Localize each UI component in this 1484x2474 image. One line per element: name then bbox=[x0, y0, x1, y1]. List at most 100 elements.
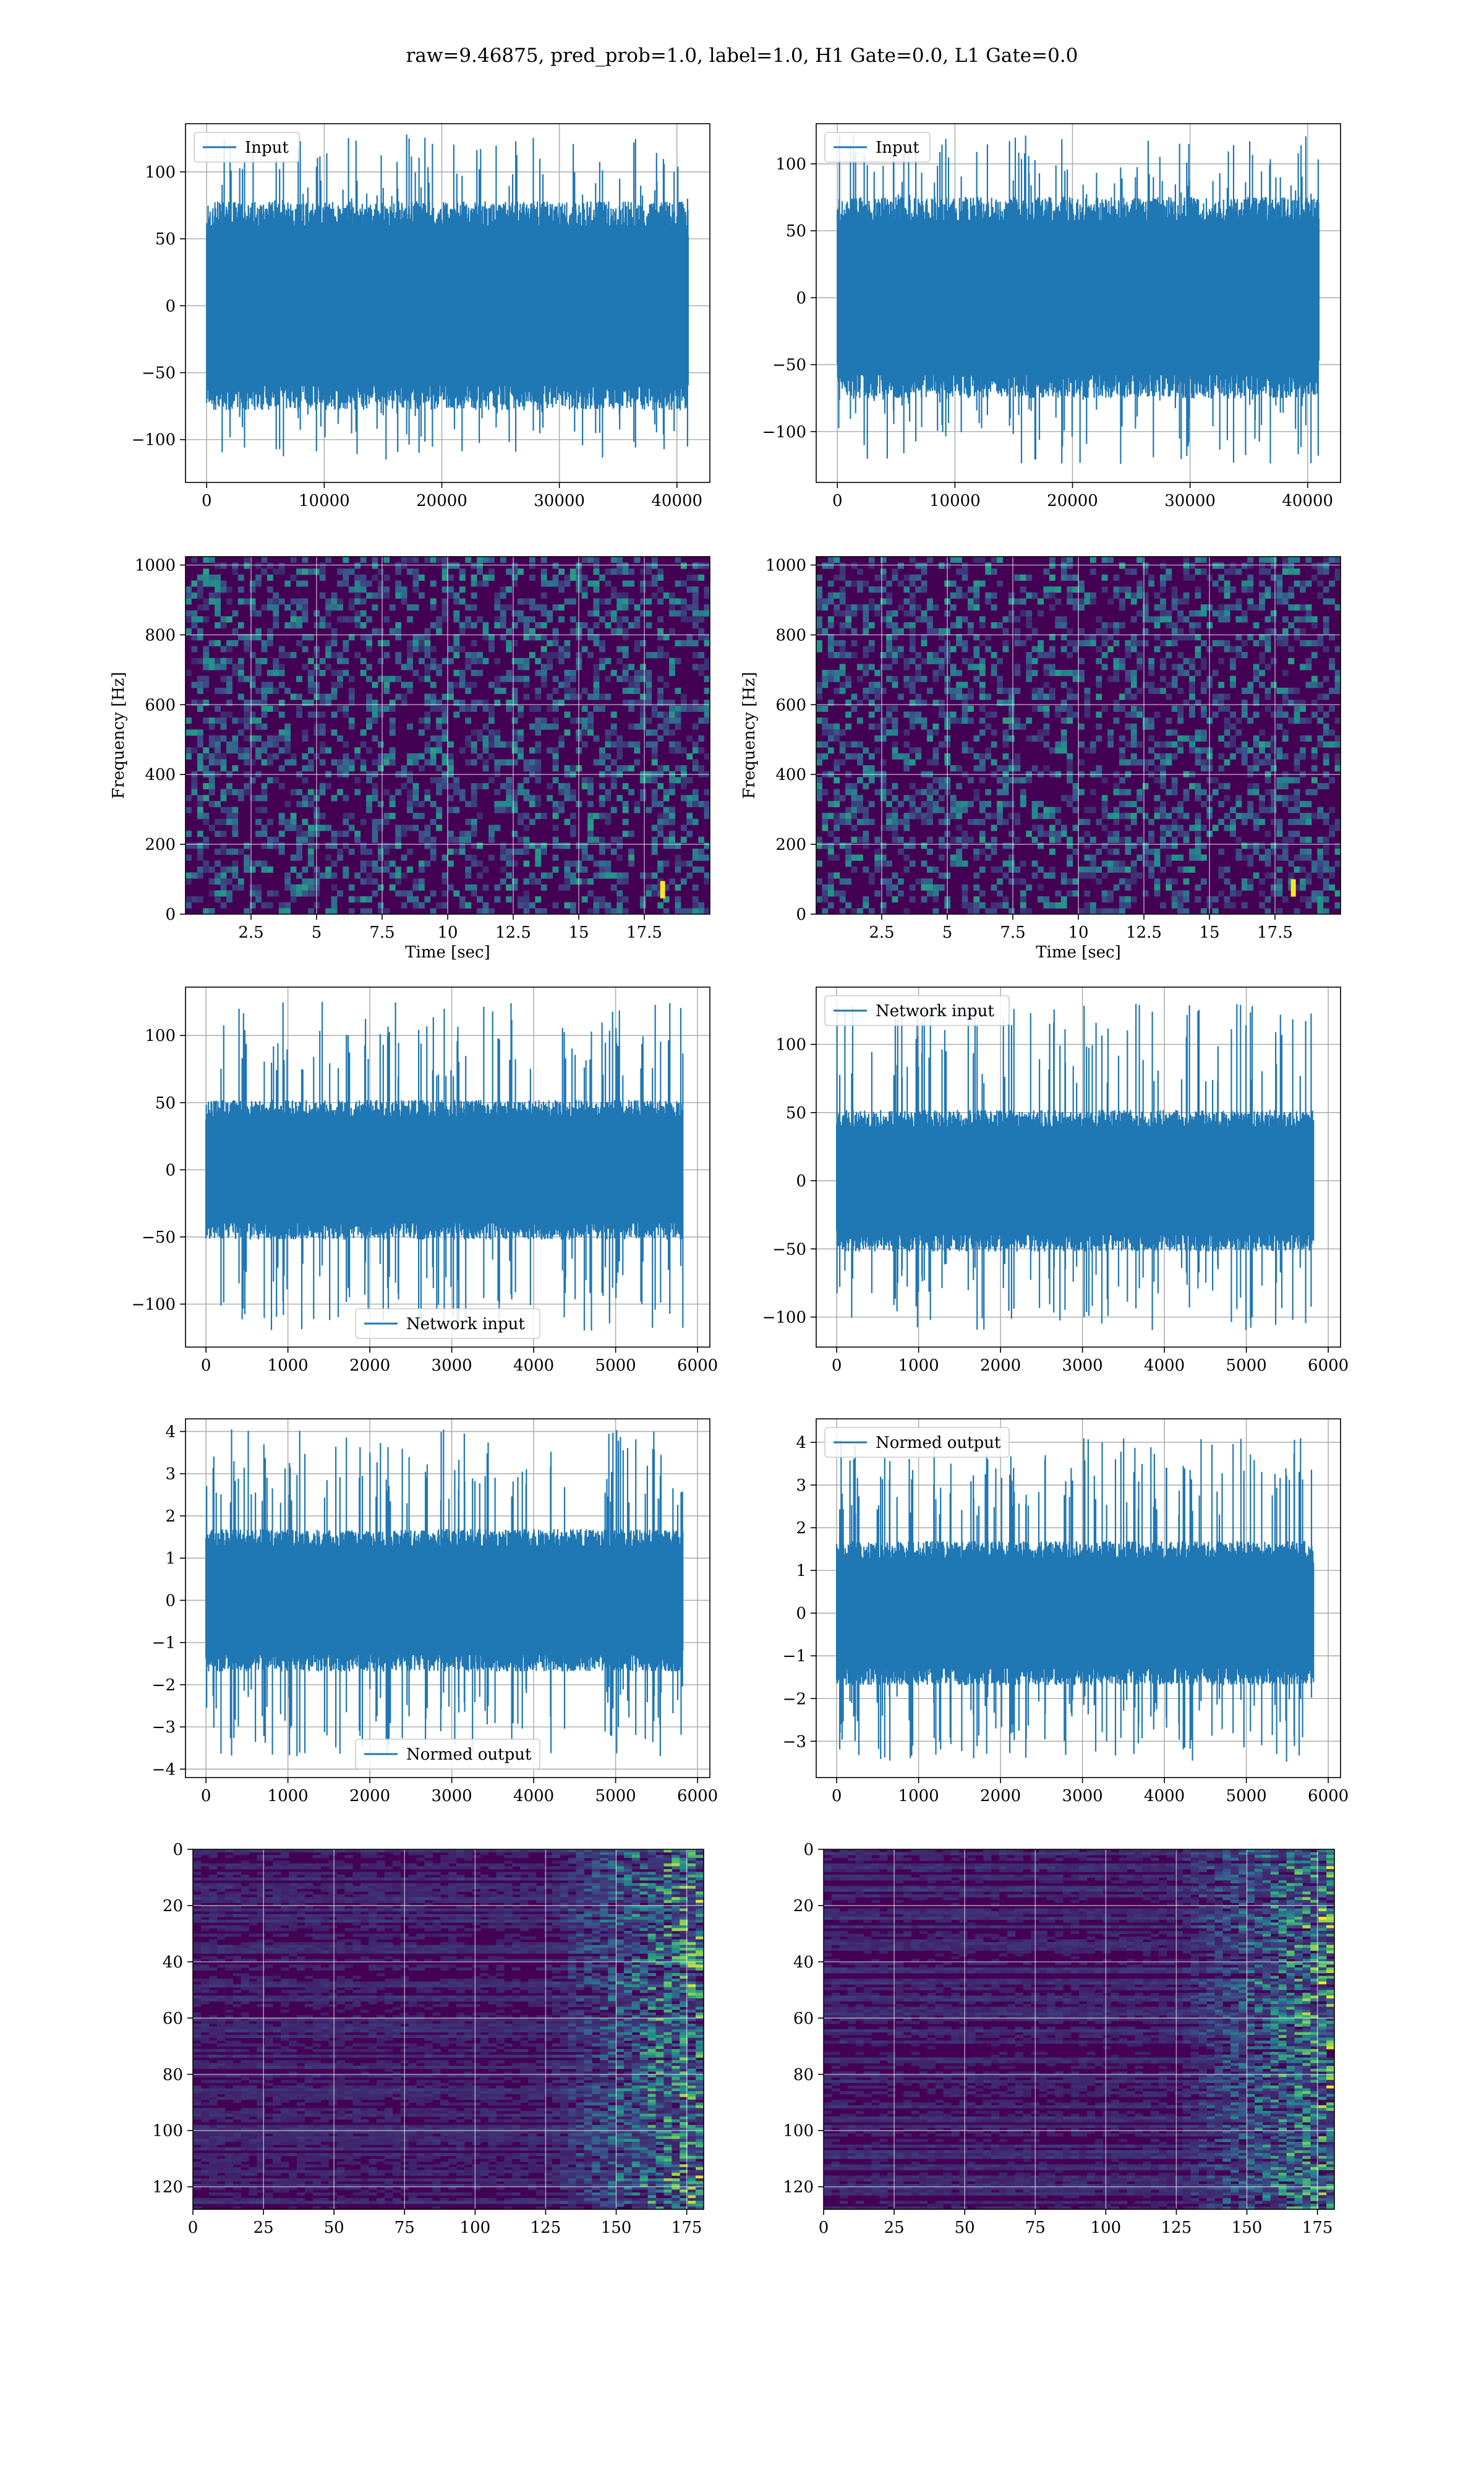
heatmap-cell bbox=[892, 705, 898, 712]
heatmap-cell bbox=[688, 1877, 696, 1881]
heatmap-cell bbox=[1224, 693, 1230, 700]
heatmap-cell bbox=[651, 580, 658, 587]
heatmap-cell bbox=[956, 813, 963, 820]
heatmap-cell bbox=[1067, 759, 1073, 766]
heatmap-cell bbox=[1183, 795, 1190, 802]
heatmap-cell bbox=[441, 759, 448, 766]
heatmap-cell bbox=[1177, 831, 1184, 837]
heatmap-cell bbox=[1072, 598, 1079, 605]
heatmap-cell bbox=[1049, 562, 1055, 569]
heatmap-cell bbox=[558, 657, 565, 664]
heatmap-cell bbox=[471, 783, 477, 790]
heatmap-cell bbox=[412, 783, 419, 790]
heatmap-cell bbox=[366, 705, 373, 712]
heatmap-cell bbox=[237, 884, 244, 891]
x-tick-label: 2000 bbox=[349, 1356, 390, 1375]
heatmap-cell bbox=[232, 628, 239, 635]
heatmap-cell bbox=[1101, 586, 1108, 593]
heatmap-cell bbox=[348, 675, 355, 682]
heatmap-cell bbox=[226, 741, 232, 748]
heatmap-cell bbox=[1002, 896, 1009, 903]
heatmap-cell bbox=[909, 580, 916, 587]
heatmap-cell bbox=[471, 580, 477, 587]
axes-frame bbox=[185, 123, 710, 483]
heatmap-cell bbox=[915, 616, 922, 623]
heatmap-cell bbox=[376, 1877, 385, 1881]
heatmap-cell bbox=[639, 1855, 649, 1859]
heatmap-cell bbox=[319, 670, 326, 677]
heatmap-cell bbox=[1323, 557, 1329, 563]
heatmap-cell bbox=[482, 628, 489, 635]
heatmap-cell bbox=[448, 693, 454, 700]
heatmap-cell bbox=[688, 1860, 696, 1864]
heatmap-cell bbox=[552, 1872, 561, 1875]
heatmap-cell bbox=[1334, 860, 1341, 867]
heatmap-cell bbox=[1049, 902, 1055, 909]
heatmap-cell bbox=[290, 854, 297, 861]
heatmap-cell bbox=[348, 598, 355, 605]
heatmap-cell bbox=[1247, 604, 1254, 611]
heatmap-cell bbox=[1229, 824, 1236, 831]
heatmap-cell bbox=[1107, 908, 1114, 914]
heatmap-cell bbox=[569, 687, 576, 695]
heatmap-cell bbox=[610, 557, 617, 563]
heatmap-cell bbox=[506, 586, 513, 593]
heatmap-cell bbox=[1264, 628, 1271, 635]
heatmap-cell bbox=[328, 1849, 337, 1853]
heatmap-cell bbox=[430, 849, 437, 855]
heatmap-cell bbox=[343, 765, 349, 772]
heatmap-cell bbox=[967, 586, 974, 593]
heatmap-cell bbox=[1177, 610, 1184, 617]
heatmap-cell bbox=[1119, 735, 1125, 742]
heatmap-cell bbox=[909, 783, 916, 790]
heatmap-cell bbox=[839, 592, 846, 599]
heatmap-cell bbox=[1294, 628, 1300, 635]
heatmap-cell bbox=[1235, 795, 1242, 802]
heatmap-cell bbox=[593, 664, 600, 670]
heatmap-cell bbox=[628, 580, 635, 587]
x-tick-label: 0 bbox=[832, 1356, 842, 1375]
heatmap-cell bbox=[1294, 866, 1300, 873]
heatmap-cell bbox=[1084, 890, 1091, 897]
heatmap-cell bbox=[834, 813, 840, 820]
heatmap-cell bbox=[1130, 753, 1137, 760]
heatmap-cell bbox=[255, 818, 262, 825]
heatmap-cell bbox=[680, 783, 687, 790]
heatmap-cell bbox=[1229, 682, 1236, 688]
heatmap-cell bbox=[244, 723, 250, 730]
heatmap-cell bbox=[506, 807, 513, 813]
heatmap-cell bbox=[1200, 682, 1207, 688]
heatmap-cell bbox=[1171, 705, 1178, 712]
heatmap-cell bbox=[616, 896, 623, 903]
heatmap-cell bbox=[956, 800, 963, 808]
heatmap-cell bbox=[634, 741, 641, 748]
heatmap-cell bbox=[1294, 854, 1300, 861]
heatmap-cell bbox=[587, 610, 594, 617]
heatmap-cell bbox=[191, 557, 198, 563]
heatmap-cell bbox=[518, 836, 524, 843]
heatmap-cell bbox=[215, 664, 221, 670]
heatmap-cell bbox=[592, 1880, 600, 1884]
heatmap-cell bbox=[1031, 872, 1038, 879]
heatmap-cell bbox=[692, 896, 699, 903]
heatmap-cell bbox=[1334, 717, 1341, 724]
heatmap-cell bbox=[1334, 568, 1341, 575]
heatmap-cell bbox=[1026, 884, 1033, 891]
heatmap-cell bbox=[512, 1855, 521, 1859]
heatmap-cell bbox=[352, 1877, 361, 1881]
heatmap-cell bbox=[343, 568, 349, 575]
heatmap-cell bbox=[1311, 789, 1318, 795]
heatmap-cell bbox=[540, 813, 547, 820]
heatmap-cell bbox=[655, 1860, 664, 1864]
heatmap-cell bbox=[686, 813, 693, 820]
heatmap-cell bbox=[436, 741, 443, 748]
heatmap-cell bbox=[312, 1872, 321, 1875]
heatmap-cell bbox=[692, 574, 699, 581]
heatmap-cell bbox=[471, 670, 477, 677]
heatmap-cell bbox=[296, 1866, 305, 1870]
heatmap-cell bbox=[558, 700, 565, 706]
heatmap-cell bbox=[197, 592, 203, 599]
legend: Input bbox=[194, 132, 300, 163]
heatmap-cell bbox=[237, 795, 244, 802]
